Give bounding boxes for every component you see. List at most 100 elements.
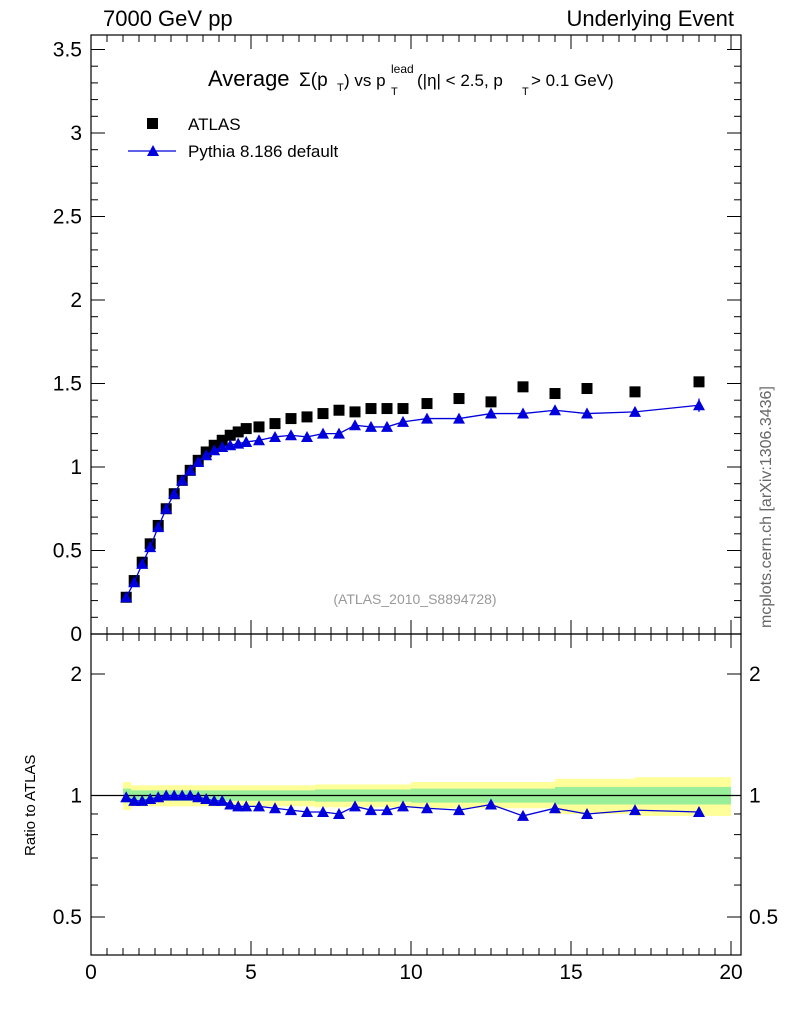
ratio-point (253, 800, 265, 812)
pythia-point (208, 444, 221, 456)
x-tick-label: 20 (719, 961, 742, 984)
top-y-tick-label: 0.5 (53, 540, 82, 563)
top-y-tick-label: 3 (70, 122, 82, 145)
atlas-point (216, 434, 228, 446)
pythia-point (581, 407, 593, 419)
top-y-tick-label: 2 (70, 289, 82, 312)
ratio-panel-frame (90, 633, 742, 956)
ratio-uncertainty-bands (91, 777, 741, 816)
ratio-point (120, 791, 133, 803)
pythia-point (128, 576, 141, 588)
title-eta: (|η| < 2.5, p (417, 71, 503, 90)
ratio-point (349, 800, 361, 812)
pythia-point (381, 420, 393, 432)
title-sub-t2: T (391, 86, 398, 98)
pythia-point (192, 455, 205, 467)
x-tick-label: 10 (399, 961, 422, 984)
pythia-point (349, 419, 361, 431)
pythia-point (200, 449, 213, 461)
ratio-point (240, 800, 253, 812)
ratio-point (160, 789, 173, 801)
plot-frames (90, 34, 742, 956)
ratio-y-tick-label-left: 2 (70, 663, 82, 686)
atlas-point (485, 396, 497, 408)
pythia-point (168, 487, 181, 499)
ratio-point (485, 798, 497, 810)
top-panel-data (120, 376, 705, 603)
pythia-point (240, 435, 253, 447)
pythia-point (365, 420, 377, 432)
ratio-point (381, 804, 393, 816)
atlas-point (317, 408, 329, 420)
atlas-point (269, 418, 281, 430)
ratio-y-tick-label-left: 1 (70, 785, 82, 808)
atlas-point (421, 398, 433, 410)
top-y-tick-label: 0 (70, 623, 82, 646)
atlas-point (581, 383, 593, 395)
analysis-watermark: (ATLAS_2010_S8894728) (333, 591, 496, 607)
ratio-point (176, 789, 189, 801)
ratio-point (192, 791, 205, 803)
title-prefix: Average (208, 66, 290, 91)
ratio-y-tick-label-right: 1 (749, 785, 761, 808)
pythia-point (160, 502, 173, 514)
ratio-point (184, 789, 197, 801)
ratio-panel-data (120, 789, 705, 821)
title-suffix: > 0.1 GeV) (531, 71, 614, 90)
header-left: 7000 GeV pp (103, 6, 233, 31)
atlas-point (333, 404, 345, 416)
pythia-point (152, 521, 165, 533)
panel-title: Average Σ(p T ) vs p lead T (|η| < 2.5, … (208, 62, 614, 98)
pythia-point (693, 399, 705, 411)
atlas-point (240, 423, 252, 435)
x-tick-label: 5 (245, 961, 257, 984)
pythia-point (397, 415, 409, 427)
pythia-point (421, 412, 433, 424)
title-sub-t3: T (522, 86, 529, 98)
pythia-point (549, 404, 561, 416)
ratio-point (421, 802, 433, 814)
pythia-line (125, 404, 700, 598)
ratio-line (125, 794, 700, 817)
ratio-point (549, 802, 561, 814)
ratio-point (517, 809, 529, 821)
ratio-point (397, 800, 409, 812)
ratio-y-tick-label-left: 0.5 (53, 906, 82, 929)
title-sigma: Σ(p (299, 70, 328, 91)
legend-atlas-label: ATLAS (188, 115, 241, 134)
ratio-point (453, 804, 465, 816)
ratio-point (200, 793, 213, 805)
ratio-point (128, 794, 141, 806)
legend: ATLAS Pythia 8.186 default (128, 115, 339, 161)
pythia-point (333, 427, 345, 439)
atlas-point (224, 429, 236, 441)
axis-ticks (90, 35, 741, 955)
top-y-tick-label: 1.5 (53, 373, 82, 396)
legend-pythia-label: Pythia 8.186 default (188, 142, 339, 161)
atlas-point (285, 413, 297, 425)
pythia-point (517, 407, 529, 419)
top-y-tick-label: 1 (70, 456, 82, 479)
ratio-point (285, 804, 297, 816)
pythia-point (285, 429, 297, 441)
ratio-point (216, 794, 229, 806)
atlas-point (517, 381, 529, 393)
ratio-y-tick-label-right: 0.5 (749, 906, 778, 929)
atlas-point (693, 376, 705, 388)
ratio-point (333, 807, 345, 819)
ratio-point (581, 807, 593, 819)
legend-pythia-marker (147, 145, 159, 156)
ratio-point (232, 800, 245, 812)
header-right: Underlying Event (566, 6, 734, 31)
pythia-point (317, 427, 329, 439)
atlas-point (629, 386, 641, 398)
legend-atlas-marker (147, 118, 158, 129)
atlas-point (549, 388, 561, 400)
atlas-point (301, 411, 313, 423)
atlas-point (381, 403, 393, 415)
pythia-point (253, 434, 265, 446)
ratio-point (208, 794, 221, 806)
ratio-point (224, 798, 237, 810)
ratio-point (168, 789, 181, 801)
